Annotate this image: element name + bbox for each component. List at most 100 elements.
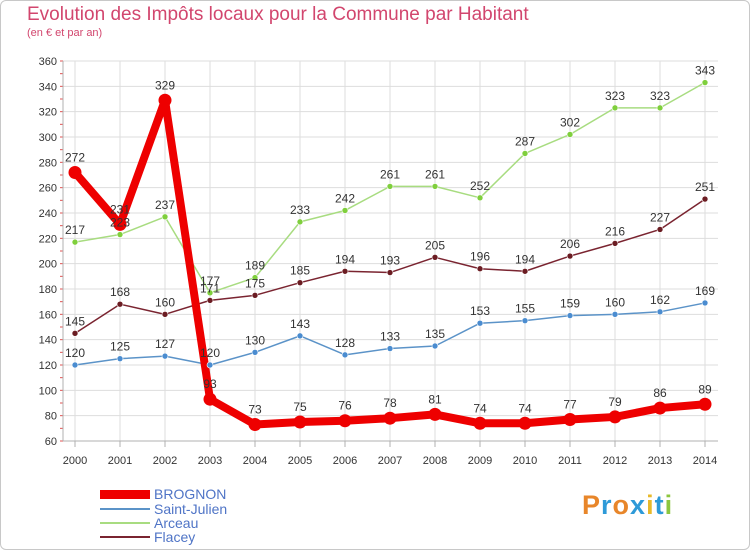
x-tick-label-2007: 2007: [378, 455, 402, 467]
y-tick-label-280: 280: [39, 157, 57, 169]
x-tick-label-2000: 2000: [63, 455, 87, 467]
data-label-brognon-2010: 74: [518, 401, 532, 415]
point-arceau-2001: [116, 231, 124, 238]
point-brognon-2004: [248, 418, 262, 432]
data-label-brognon-2002: 329: [155, 78, 175, 92]
data-label-brognon-2001: 231: [110, 202, 130, 216]
data-label-arceau-2002: 237: [155, 198, 175, 212]
data-label-arceau-2011: 302: [560, 115, 580, 129]
point-saint-julien-2007: [386, 345, 394, 352]
data-label-saint-julien-2012: 160: [605, 295, 625, 309]
x-tick-label-2006: 2006: [333, 455, 357, 467]
point-brognon-2007: [383, 411, 397, 425]
data-label-saint-julien-2009: 153: [470, 304, 490, 318]
data-label-saint-julien-2014: 169: [695, 284, 715, 298]
point-flacey-2008: [431, 254, 439, 261]
y-tick-label-260: 260: [39, 183, 57, 195]
logo-letter: i: [646, 490, 655, 520]
axes: [60, 60, 718, 447]
data-label-brognon-2012: 79: [608, 395, 622, 409]
point-brognon-2006: [338, 414, 352, 428]
data-label-brognon-2013: 86: [653, 386, 667, 400]
point-flacey-2011: [566, 252, 574, 260]
logo-letter: o: [612, 490, 631, 520]
y-tick-label-100: 100: [39, 385, 57, 397]
point-brognon-2001: [113, 217, 127, 231]
point-arceau-2011: [566, 131, 574, 138]
data-label-arceau-2003: 177: [200, 274, 220, 288]
point-brognon-2013: [653, 401, 667, 415]
point-flacey-2012: [611, 240, 619, 247]
y-tick-label-360: 360: [39, 56, 57, 68]
data-label-brognon-2011: 77: [563, 397, 577, 411]
data-label-flacey-2014: 251: [695, 180, 715, 194]
chart-subtitle: (en € et par an): [27, 27, 103, 39]
data-label-saint-julien-2003: 120: [200, 346, 220, 360]
data-label-brognon-2014: 89: [698, 382, 712, 396]
point-arceau-2000: [71, 238, 79, 246]
point-flacey-2013: [656, 226, 664, 233]
chart-title: Evolution des Impôts locaux pour la Comm…: [27, 4, 529, 25]
data-label-flacey-2006: 194: [335, 252, 355, 266]
data-label-saint-julien-2001: 125: [110, 340, 130, 354]
legend-swatch-flacey: [100, 536, 150, 538]
data-label-arceau-2013: 323: [650, 89, 670, 103]
data-label-brognon-2008: 81: [428, 392, 442, 406]
data-label-arceau-2004: 189: [245, 259, 265, 273]
series-points: [68, 79, 712, 432]
legend-item-saint-julien: Saint-Julien: [100, 502, 227, 516]
data-label-saint-julien-2007: 133: [380, 330, 400, 344]
data-label-saint-julien-2011: 159: [560, 297, 580, 311]
y-tick-label-240: 240: [39, 208, 57, 220]
point-flacey-2010: [521, 267, 529, 275]
point-brognon-2008: [428, 407, 442, 421]
point-saint-julien-2003: [206, 361, 214, 369]
point-arceau-2007: [386, 183, 394, 190]
point-arceau-2009: [476, 194, 484, 202]
point-brognon-2009: [473, 416, 487, 430]
x-tick-label-2013: 2013: [648, 455, 672, 467]
point-arceau-2005: [296, 218, 304, 226]
x-tick-label-2003: 2003: [198, 455, 222, 467]
data-label-flacey-2003: 171: [200, 281, 220, 295]
data-label-brognon-2007: 78: [383, 396, 397, 410]
x-tick-label-2010: 2010: [513, 455, 537, 467]
point-arceau-2004: [251, 274, 259, 281]
point-arceau-2010: [521, 150, 529, 157]
data-label-arceau-2009: 252: [470, 179, 490, 193]
data-label-brognon-2009: 74: [473, 401, 487, 415]
proxiti-logo: Proxiti: [582, 490, 673, 521]
data-label-brognon-2003: 93: [203, 377, 217, 391]
point-flacey-2005: [296, 279, 304, 286]
data-label-brognon-2000: 272: [65, 150, 85, 164]
data-label-flacey-2000: 145: [65, 314, 85, 328]
data-label-arceau-2010: 287: [515, 134, 535, 148]
point-brognon-2005: [293, 415, 307, 429]
point-saint-julien-2014: [701, 299, 709, 307]
legend-item-flacey: Flacey: [100, 530, 195, 544]
y-tick-label-120: 120: [39, 360, 57, 372]
data-label-flacey-2007: 193: [380, 254, 400, 268]
point-saint-julien-2006: [341, 351, 349, 359]
data-label-flacey-2008: 205: [425, 238, 445, 252]
point-arceau-2003: [206, 289, 214, 297]
point-arceau-2013: [656, 104, 664, 112]
point-flacey-2003: [206, 297, 214, 304]
point-saint-julien-2001: [116, 355, 124, 362]
logo-letter: r: [601, 490, 613, 520]
data-label-flacey-2009: 196: [470, 250, 490, 264]
y-tick-label-220: 220: [39, 233, 57, 245]
point-flacey-2006: [341, 267, 349, 275]
data-label-saint-julien-2008: 135: [425, 327, 445, 341]
logo-letter: i: [664, 490, 674, 520]
point-flacey-2009: [476, 265, 484, 273]
x-tick-label-2012: 2012: [603, 455, 627, 467]
y-tick-label-300: 300: [39, 132, 57, 144]
legend-label-arceau: Arceau: [154, 515, 199, 531]
y-tick-label-80: 80: [45, 411, 57, 423]
y-tick-label-60: 60: [45, 436, 57, 448]
y-tick-label-160: 160: [39, 309, 57, 321]
point-brognon-2002: [158, 93, 172, 107]
